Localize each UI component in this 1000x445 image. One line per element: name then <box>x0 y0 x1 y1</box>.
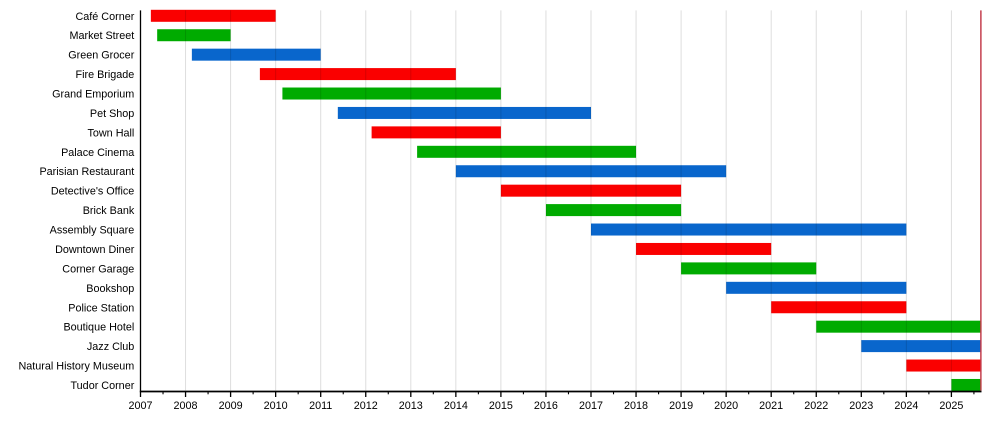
svg-text:2022: 2022 <box>804 400 828 412</box>
svg-text:Fire Brigade: Fire Brigade <box>75 69 134 81</box>
svg-text:2010: 2010 <box>264 400 288 412</box>
svg-text:2020: 2020 <box>714 400 738 412</box>
svg-text:2017: 2017 <box>579 400 603 412</box>
svg-text:Jazz Club: Jazz Club <box>87 341 134 353</box>
svg-text:Pet Shop: Pet Shop <box>90 108 134 120</box>
svg-text:Green Grocer: Green Grocer <box>68 50 134 62</box>
svg-text:Police Station: Police Station <box>68 302 134 314</box>
svg-text:Detective's Office: Detective's Office <box>51 186 134 198</box>
svg-text:2012: 2012 <box>354 400 378 412</box>
svg-text:2016: 2016 <box>534 400 558 412</box>
svg-text:2021: 2021 <box>759 400 783 412</box>
svg-text:2007: 2007 <box>128 400 152 412</box>
svg-text:Tudor Corner: Tudor Corner <box>70 380 134 392</box>
svg-text:Parisian Restaurant: Parisian Restaurant <box>39 166 134 178</box>
svg-text:Assembly Square: Assembly Square <box>50 225 135 237</box>
svg-text:2015: 2015 <box>489 400 513 412</box>
svg-text:2009: 2009 <box>219 400 243 412</box>
svg-text:2014: 2014 <box>444 400 468 412</box>
svg-text:Palace Cinema: Palace Cinema <box>61 147 134 159</box>
svg-text:2024: 2024 <box>894 400 918 412</box>
svg-text:Grand Emporium: Grand Emporium <box>52 89 134 101</box>
svg-text:Bookshop: Bookshop <box>86 283 134 295</box>
svg-text:Corner Garage: Corner Garage <box>62 263 134 275</box>
svg-text:Boutique Hotel: Boutique Hotel <box>63 322 134 334</box>
svg-text:Natural History Museum: Natural History Museum <box>18 361 134 373</box>
svg-text:Brick Bank: Brick Bank <box>83 205 135 217</box>
svg-text:Market Street: Market Street <box>69 30 134 42</box>
svg-text:Downtown Diner: Downtown Diner <box>55 244 135 256</box>
svg-text:2025: 2025 <box>939 400 963 412</box>
svg-text:2008: 2008 <box>174 400 198 412</box>
svg-text:Café Corner: Café Corner <box>75 11 134 23</box>
svg-text:2018: 2018 <box>624 400 648 412</box>
svg-text:2011: 2011 <box>309 400 332 412</box>
svg-text:2023: 2023 <box>849 400 873 412</box>
svg-text:2019: 2019 <box>669 400 693 412</box>
svg-text:Town Hall: Town Hall <box>87 127 134 139</box>
svg-text:2013: 2013 <box>399 400 423 412</box>
